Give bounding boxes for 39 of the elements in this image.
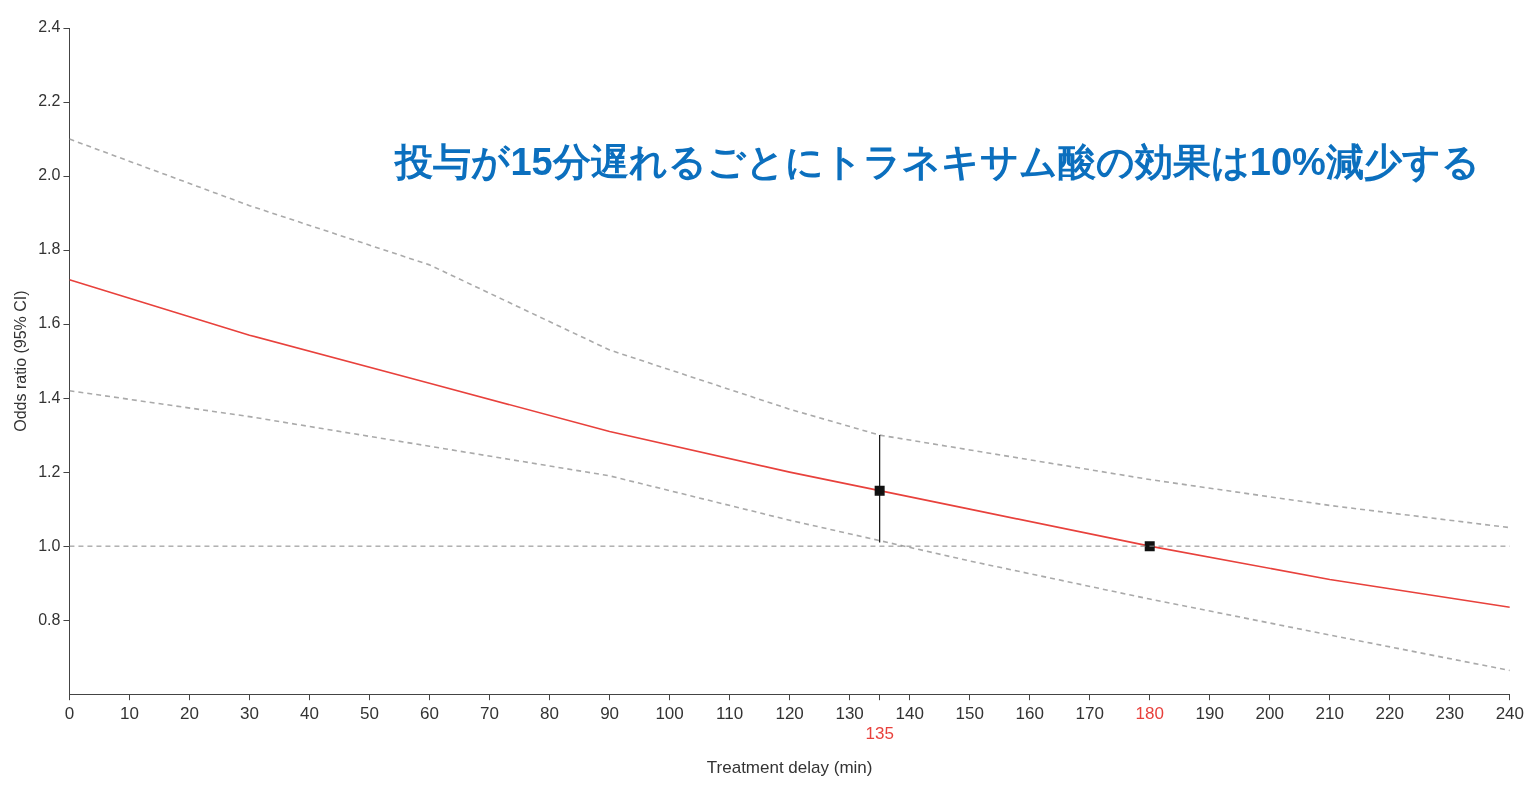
x-tick-label: 50: [360, 704, 379, 724]
x-tick-label: 100: [655, 704, 684, 724]
x-tick-label: 80: [540, 704, 560, 724]
y-axis-title: Odds ratio (95% CI): [12, 290, 30, 432]
annotation: 投与が15分遅れるごとにトラネキサム酸の効果は10%減少する: [393, 141, 1480, 184]
y-tick-label: 2.4: [38, 18, 61, 36]
x-tick-label: 170: [1075, 704, 1104, 724]
x-tick-label: 0: [64, 704, 75, 724]
x-tick-label: 140: [895, 704, 924, 724]
text: 135: [865, 724, 894, 744]
x-tick-label: 70: [480, 704, 500, 724]
y-tick-label: 1.0: [38, 536, 61, 554]
x-axis-title: Treatment delay (min): [706, 758, 873, 778]
x-tick-label: 40: [300, 704, 319, 724]
y-tick-label: 2.0: [38, 166, 61, 184]
x-tick-label: 240: [1495, 704, 1525, 724]
x-tick-label: 160: [1015, 704, 1044, 724]
x-tick-label: 210: [1315, 704, 1344, 724]
x-tick-label: 180: [1135, 704, 1164, 724]
line-series: [69, 138, 1510, 529]
y-tick-label: 1.2: [38, 462, 61, 480]
x-tick-label: 200: [1255, 704, 1284, 724]
y-tick-label: 1.6: [38, 314, 61, 332]
x-tick-label: 60: [420, 704, 439, 724]
x-tick-label: 230: [1435, 704, 1464, 724]
x-tick-label: 150: [955, 704, 984, 724]
x-tick-label: 130: [835, 704, 864, 724]
y-tick-label: 1.8: [38, 240, 61, 258]
x-tick-label: 30: [240, 704, 259, 724]
x-tick-label: 220: [1375, 704, 1404, 724]
y-tick-label: 0.8: [38, 610, 61, 628]
x-tick-label: 190: [1195, 704, 1224, 724]
x-tick-label: 90: [600, 704, 620, 724]
x-tick-label: 10: [120, 704, 139, 724]
y-tick-label: 1.4: [38, 388, 61, 406]
x-tick-label: 110: [716, 704, 744, 724]
y-tick-label: 2.2: [38, 92, 61, 110]
x-tick-label: 20: [180, 704, 199, 724]
x-tick-label: 120: [775, 704, 804, 724]
